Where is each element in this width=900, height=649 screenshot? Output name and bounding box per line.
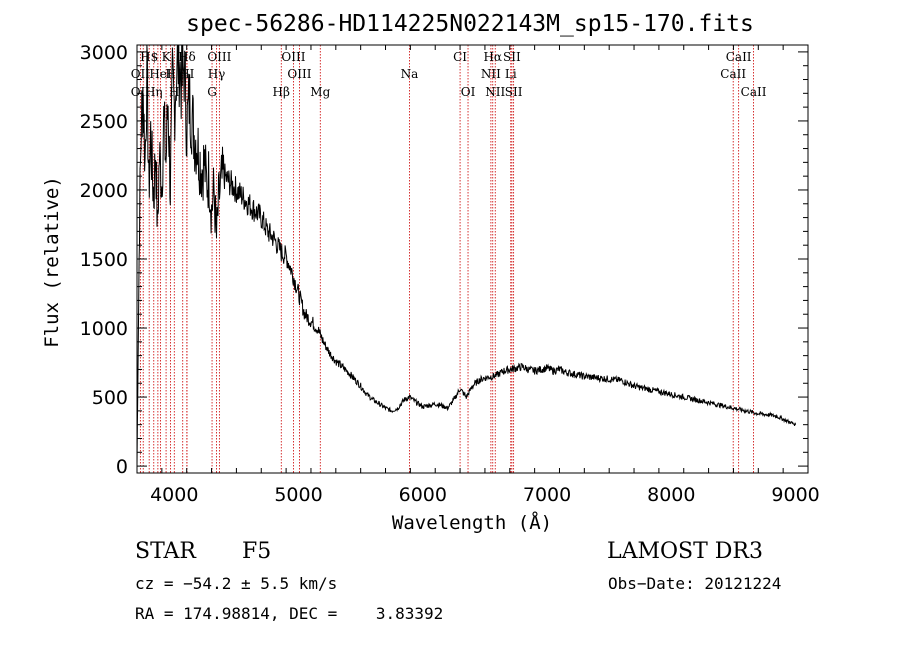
y-tick-label: 0 xyxy=(116,456,128,478)
marker-label: CI xyxy=(453,50,467,64)
x-axis-ticks: 4000 5000 6000 7000 8000 9000 xyxy=(136,45,820,506)
y-axis-ticks: 0 500 1000 1500 2000 2500 3000 xyxy=(80,42,808,478)
y-tick-label: 3000 xyxy=(80,42,128,64)
marker-label: H xyxy=(165,67,175,81)
redshift-value: cz = −54.2 ± 5.5 km/s xyxy=(135,574,338,593)
observation-date: Obs−Date: 20121224 xyxy=(608,574,782,593)
x-tick-label: 8000 xyxy=(647,484,695,506)
y-tick-label: 2500 xyxy=(80,111,128,133)
marker-label: Na xyxy=(401,67,419,81)
marker-label: CaII xyxy=(741,85,767,99)
y-axis-label: Flux (relative) xyxy=(41,176,63,348)
x-tick-label: 4000 xyxy=(150,484,198,506)
x-tick-label: 6000 xyxy=(399,484,447,506)
marker-label: SII xyxy=(503,50,521,64)
marker-label: CaII xyxy=(720,67,746,81)
plot-frame xyxy=(136,44,809,474)
x-tick-label: 7000 xyxy=(523,484,571,506)
marker-label: G xyxy=(207,85,217,99)
marker-label: Hγ xyxy=(208,67,226,81)
marker-label: OIII xyxy=(281,50,305,64)
x-tick-label: 5000 xyxy=(274,484,322,506)
marker-label: CaII xyxy=(726,50,752,64)
marker-label: OII xyxy=(131,85,151,99)
marker-label: SII xyxy=(505,85,523,99)
survey-name: LAMOST DR3 xyxy=(607,539,763,564)
marker-label: Hβ xyxy=(273,85,290,99)
x-axis-label: Wavelength (Å) xyxy=(392,511,552,534)
marker-label: H$ xyxy=(140,50,158,64)
marker-label: K xyxy=(162,50,172,64)
coordinates: RA = 174.98814, DEC = 3.83392 xyxy=(135,604,444,623)
object-class: STAR xyxy=(135,539,196,564)
chart-title: spec-56286-HD114225N022143M_sp15-170.fit… xyxy=(186,11,754,37)
y-tick-label: 2000 xyxy=(80,180,128,202)
marker-label: Hα xyxy=(483,50,502,64)
marker-label: Li xyxy=(505,67,517,81)
y-tick-label: 1500 xyxy=(80,249,128,271)
y-tick-label: 1000 xyxy=(80,318,128,340)
marker-label: HeI xyxy=(149,67,172,81)
marker-label: Mg xyxy=(310,85,330,99)
marker-label: Hδ xyxy=(178,50,196,64)
spectrum-line xyxy=(136,44,797,467)
spectral-subclass: F5 xyxy=(242,539,272,564)
marker-label: OI xyxy=(461,85,476,99)
marker-label: Hη xyxy=(145,85,163,99)
marker-label: OIII xyxy=(287,67,311,81)
marker-label: OII xyxy=(131,67,151,81)
x-tick-label: 9000 xyxy=(771,484,819,506)
marker-label: NII xyxy=(485,85,505,99)
marker-label: NII xyxy=(481,67,501,81)
y-tick-label: 500 xyxy=(92,387,128,409)
marker-label: OIII xyxy=(207,50,231,64)
